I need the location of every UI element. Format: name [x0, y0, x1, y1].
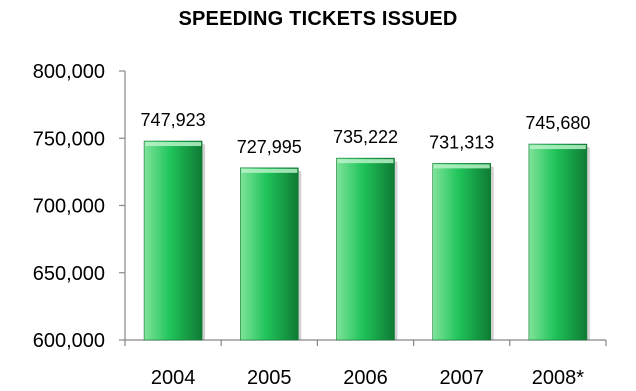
bar-2008* [528, 143, 588, 341]
bar-2006 [336, 157, 395, 341]
x-tick-label: 2008* [532, 367, 584, 389]
x-tick-label: 2004 [151, 367, 196, 389]
data-label: 731,313 [429, 132, 494, 152]
bar-2004 [143, 140, 203, 341]
y-tick-label: 700,000 [33, 196, 105, 218]
y-tick-label: 750,000 [33, 128, 105, 150]
bar-top-highlight [241, 168, 298, 173]
y-tick-label: 650,000 [33, 263, 105, 285]
bar-top-highlight [145, 142, 202, 147]
data-label: 745,680 [525, 113, 590, 133]
bars [143, 140, 590, 341]
bar-2007 [432, 163, 492, 341]
labels: 600,000 650,000 700,000 750,000 800,000 747,9… [33, 61, 591, 389]
bar-top-highlight [529, 145, 586, 150]
bar-top-highlight [337, 159, 394, 164]
bar-2005 [240, 167, 299, 341]
x-tick-label: 2005 [247, 367, 292, 389]
x-tick-label: 2007 [439, 367, 484, 389]
y-tick-label: 600,000 [33, 330, 105, 352]
x-tick-label: 2006 [343, 367, 388, 389]
data-label: 747,923 [141, 110, 206, 130]
bar-top-highlight [433, 164, 490, 169]
chart-title: SPEEDING TICKETS ISSUED [178, 8, 458, 30]
y-tick-label: 800,000 [33, 61, 105, 83]
data-label: 727,995 [237, 137, 302, 157]
data-label: 735,222 [333, 127, 398, 147]
